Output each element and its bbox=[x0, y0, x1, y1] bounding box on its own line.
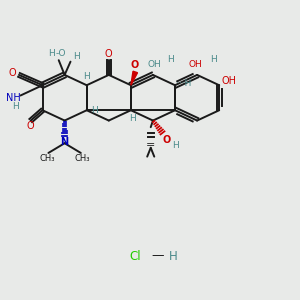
Text: H: H bbox=[83, 73, 89, 82]
Text: CH₃: CH₃ bbox=[74, 154, 90, 163]
Text: H: H bbox=[12, 102, 19, 111]
Text: H: H bbox=[169, 250, 178, 262]
Text: NH: NH bbox=[6, 94, 20, 103]
Text: OH: OH bbox=[148, 60, 161, 69]
Text: —: — bbox=[151, 250, 164, 262]
Text: H: H bbox=[92, 106, 98, 115]
Text: ···H: ···H bbox=[176, 79, 191, 88]
Text: O: O bbox=[130, 60, 139, 70]
Text: H: H bbox=[172, 141, 179, 150]
Text: OH: OH bbox=[189, 60, 202, 69]
Text: O: O bbox=[105, 49, 112, 59]
Text: N: N bbox=[61, 137, 69, 147]
Text: OH: OH bbox=[222, 76, 237, 86]
Text: O: O bbox=[9, 68, 16, 78]
Text: H: H bbox=[167, 55, 174, 64]
Text: H: H bbox=[74, 52, 80, 61]
Text: =: = bbox=[146, 140, 155, 150]
Text: H: H bbox=[48, 49, 55, 58]
Text: CH₃: CH₃ bbox=[39, 154, 55, 163]
Text: O: O bbox=[26, 122, 34, 131]
Text: Cl: Cl bbox=[130, 250, 141, 262]
Text: O: O bbox=[163, 135, 171, 145]
Text: -O: -O bbox=[56, 49, 66, 58]
Text: H: H bbox=[210, 55, 217, 64]
Polygon shape bbox=[131, 71, 137, 85]
Text: H: H bbox=[129, 114, 136, 123]
